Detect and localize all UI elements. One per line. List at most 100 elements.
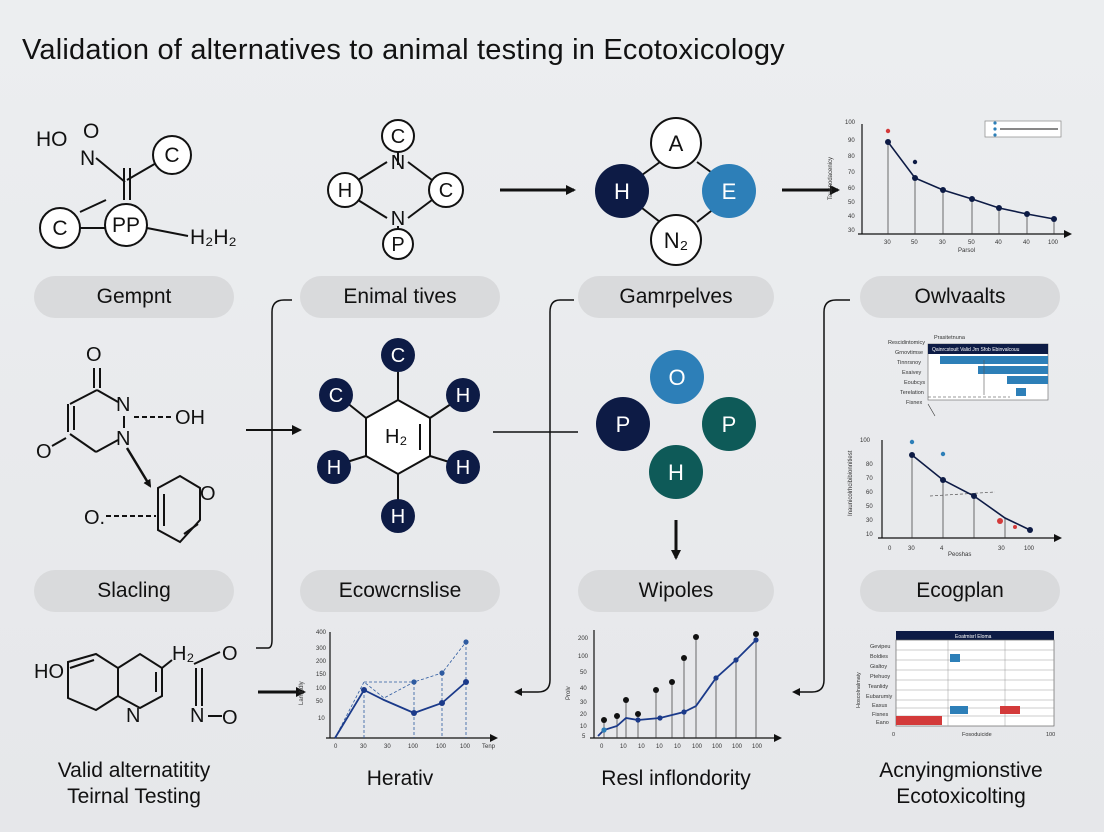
svg-text:0: 0 — [892, 732, 895, 738]
label-wipoles: Wipoles — [578, 570, 774, 612]
svg-text:Boldies: Boldies — [870, 654, 888, 660]
svg-text:60: 60 — [866, 490, 873, 496]
chart-f-bar — [950, 654, 960, 662]
atom-n2: N — [190, 705, 204, 727]
chart-d-series-line — [334, 681, 467, 739]
svg-text:10: 10 — [674, 744, 681, 750]
chart-b-title: Prasitetnuna — [934, 335, 966, 341]
atom-ho: HO — [36, 128, 68, 151]
chart-a-point — [996, 205, 1002, 211]
svg-text:80: 80 — [866, 462, 873, 468]
caption-4-line-2: Ecotoxicolting — [896, 785, 1026, 808]
bracket-connector-1 — [256, 299, 292, 649]
atom-n2: N — [116, 428, 130, 450]
atom-h-tr: H — [456, 385, 470, 407]
label-ecowcrnslise: Ecowcrnslise — [300, 570, 500, 612]
atom-oh: OH — [175, 407, 205, 429]
atom-n1: N — [391, 152, 405, 174]
caption-4: Acnyingmionstive Ecotoxicolting — [846, 758, 1076, 810]
svg-text:30: 30 — [360, 744, 367, 750]
svg-text:20: 20 — [580, 712, 587, 718]
atom-o-left: O — [36, 441, 52, 463]
label-gamrpelves: Gamrpelves — [578, 276, 774, 318]
atom-n: N — [126, 705, 140, 727]
chart-b-header — [928, 344, 1048, 354]
chart-a-xtick: 30 — [939, 240, 946, 246]
svg-text:200: 200 — [316, 659, 327, 665]
svg-text:30: 30 — [998, 546, 1005, 552]
svg-text:30: 30 — [580, 700, 587, 706]
chart-c-point — [940, 477, 946, 483]
chart-a-xtick: 30 — [884, 240, 891, 246]
molecule-3: A H E N₂ — [595, 117, 756, 266]
chart-e-series-line — [597, 639, 757, 737]
atom-n2: N₂ — [664, 228, 688, 253]
chart-a-xtick: 100 — [1048, 240, 1059, 246]
atom-a: A — [669, 131, 684, 156]
chart-e-ylabel: Prolv — [566, 686, 572, 700]
atom-c-right: C — [439, 180, 453, 202]
chart-e-point — [635, 717, 641, 723]
chart-d-point — [411, 679, 417, 685]
label-slacling: Slacling — [34, 570, 234, 612]
svg-text:30: 30 — [908, 546, 915, 552]
svg-text:100: 100 — [860, 438, 871, 444]
chart-b-row: Terelation — [900, 390, 924, 396]
label-enimal-tives: Enimal tives — [300, 276, 500, 318]
chart-d-point — [439, 700, 445, 706]
svg-text:400: 400 — [316, 630, 327, 636]
atom-pp: PP — [112, 214, 140, 237]
chart-a-marker — [912, 159, 918, 165]
chart-a-xtick: 50 — [911, 240, 918, 246]
caption-1-line-2: Teirnal Testing — [67, 785, 201, 808]
chart-e-point — [681, 709, 687, 715]
atom-h2h2: H₂H₂ — [190, 226, 237, 249]
molecule-7: HO N H₂ O N O — [34, 643, 238, 729]
atom-h: H — [614, 179, 630, 204]
chart-b-bar — [1016, 388, 1026, 396]
svg-text:100: 100 — [436, 744, 447, 750]
chart-c-point — [1027, 527, 1033, 533]
atom-h: H — [338, 180, 352, 202]
chart-b-row: Fisnex — [906, 400, 922, 406]
svg-text:100: 100 — [408, 744, 419, 750]
svg-text:Eubarumiy: Eubarumiy — [866, 694, 893, 700]
chart-a-series-line — [887, 141, 1055, 220]
svg-text:10: 10 — [620, 744, 627, 750]
chart-b-row: Tinnrsnoy — [897, 360, 921, 366]
atom-o-dot: O. — [84, 507, 105, 529]
svg-text:30: 30 — [384, 744, 391, 750]
chart-a-point — [1051, 216, 1057, 222]
svg-text:100: 100 — [1024, 546, 1035, 552]
chart-d: 400 300 200 150 100 50 10 Lamitidly 0 30 30 100… — [299, 630, 498, 750]
chart-f-ylabel: Hoscolnalmaiy — [856, 672, 862, 708]
atom-o2: O — [222, 707, 238, 729]
label-ecogplan: Ecogplan — [860, 570, 1060, 612]
label-gempnt: Gempnt — [34, 276, 234, 318]
atom-n: N — [80, 147, 95, 170]
chart-a-ytick-80: 80 — [848, 154, 855, 160]
atom-o: O — [83, 120, 99, 143]
atom-n2: N — [391, 208, 405, 230]
chart-a-point — [1024, 211, 1030, 217]
chart-a-xtick: 40 — [1023, 240, 1030, 246]
chart-a-ytick-40: 40 — [848, 214, 855, 220]
svg-text:100: 100 — [1046, 732, 1055, 738]
chart-a-xtick: 40 — [995, 240, 1002, 246]
chart-b-row: Exaivey — [902, 370, 922, 376]
chart-a-ytick-30: 30 — [848, 228, 855, 234]
atom-o-top: O — [86, 344, 102, 366]
molecule-6: O P P H — [596, 350, 756, 499]
chart-c-point — [909, 452, 915, 458]
atom-c-right: C — [164, 144, 179, 167]
caption-3: Resl inflondority — [601, 767, 751, 790]
svg-text:30: 30 — [866, 518, 873, 524]
atom-h-b: H — [391, 506, 405, 528]
chart-f-bar — [950, 706, 968, 714]
chart-e-point — [733, 657, 739, 663]
atom-c-left: C — [329, 385, 343, 407]
svg-text:Fisnes: Fisnes — [872, 712, 888, 718]
chart-b-bar — [1007, 376, 1048, 384]
svg-text:150: 150 — [316, 672, 327, 678]
atom-h-l: H — [327, 457, 341, 479]
